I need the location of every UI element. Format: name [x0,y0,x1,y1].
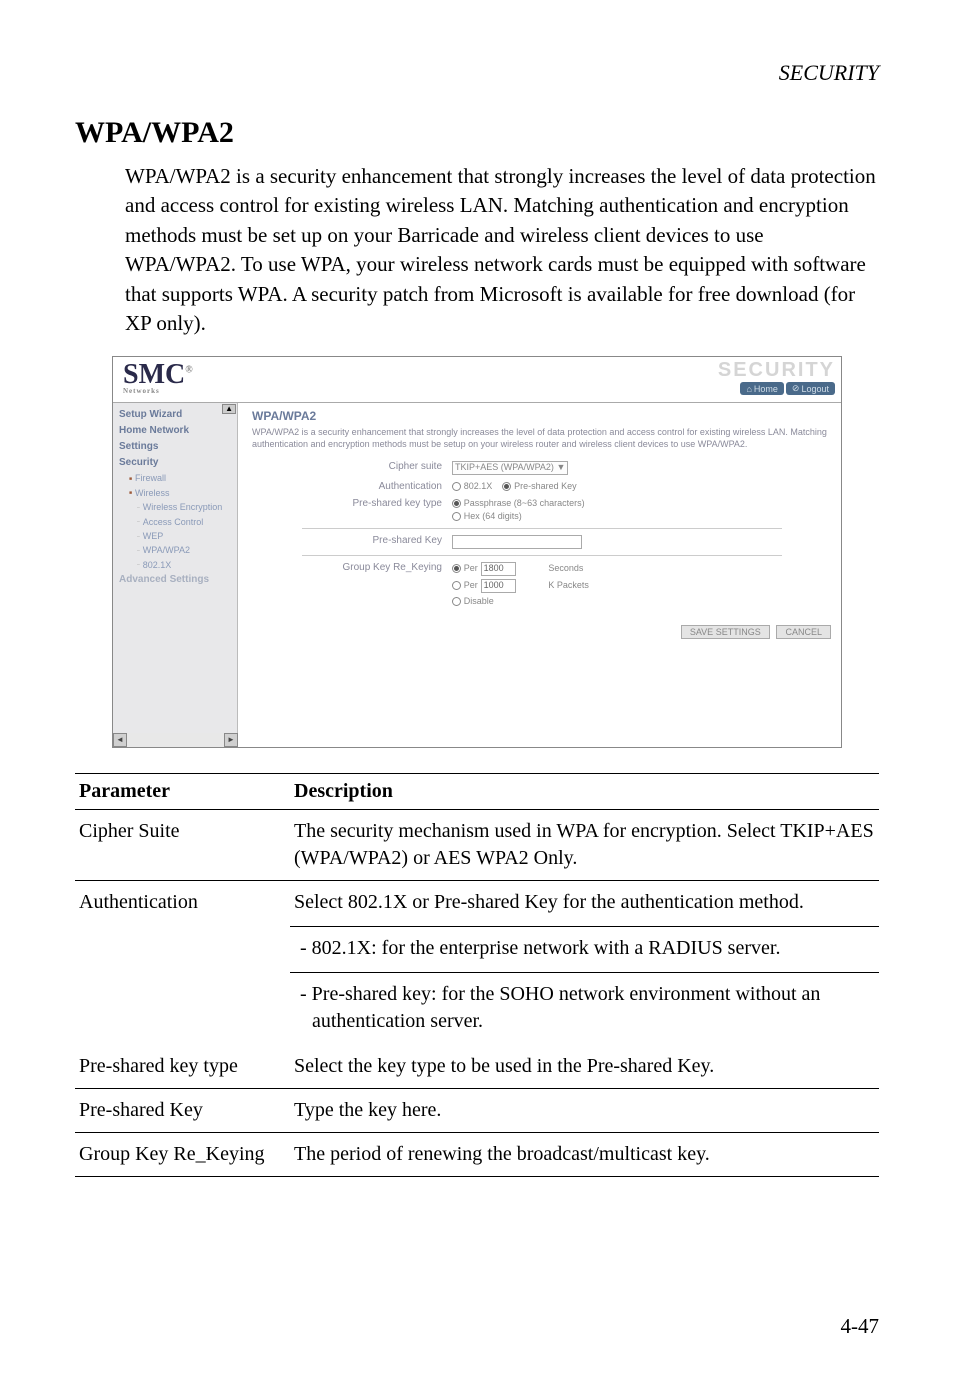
col-header-parameter: Parameter [75,774,290,810]
nav-wireless[interactable]: ■Wireless [119,486,231,500]
security-header: SECURITY [718,359,835,382]
cipher-suite-select[interactable]: TKIP+AES (WPA/WPA2) ▼ [452,461,568,475]
logout-icon: ⊘ [792,383,800,394]
rekey-seconds-radio[interactable] [452,564,461,573]
param-cell: Pre-shared Key [75,1089,290,1133]
nav-firewall[interactable]: ■Firewall [119,471,231,485]
scroll-track[interactable] [127,733,224,747]
table-row: Authentication Select 802.1X or Pre-shar… [75,881,879,1046]
cancel-button[interactable]: CANCEL [776,625,831,639]
page-header: SECURITY [75,60,879,86]
param-cell: Group Key Re_Keying [75,1133,290,1177]
desc-cell: Select the key type to be used in the Pr… [290,1045,879,1089]
horizontal-scrollbar[interactable]: ◄ ► [113,733,238,747]
scroll-up-button[interactable]: ▲ [222,404,236,414]
logout-button[interactable]: ⊘Logout [786,382,835,395]
page-title: WPA/WPA2 [75,116,879,150]
psk-type-hex-radio[interactable] [452,512,461,521]
router-header: SMC® Networks SECURITY ⌂Home ⊘Logout [113,357,841,403]
logo-text: SMC [123,359,185,390]
auth-psk-radio[interactable] [502,482,511,491]
psk-label: Pre-shared Key [302,535,452,549]
nav-setup-wizard[interactable]: Setup Wizard [119,407,231,423]
scroll-left-button[interactable]: ◄ [113,733,127,747]
nav-security[interactable]: Security [119,455,231,471]
home-icon: ⌂ [746,384,751,394]
panel-title: WPA/WPA2 [252,409,831,423]
nav-8021x[interactable]: –802.1X [119,558,231,572]
param-cell: Cipher Suite [75,810,290,881]
auth-label: Authentication [302,481,452,492]
table-row: Cipher Suite The security mechanism used… [75,810,879,881]
nav-wep[interactable]: –WEP [119,529,231,543]
scroll-right-button[interactable]: ► [224,733,238,747]
rekey-label: Group Key Re_Keying [302,562,452,607]
router-screenshot: SMC® Networks SECURITY ⌂Home ⊘Logout ▲ S… [112,356,842,748]
nav-access-control[interactable]: –Access Control [119,515,231,529]
router-sidebar: ▲ Setup Wizard Home Network Settings Sec… [113,403,238,733]
desc-cell: Select 802.1X or Pre-shared Key for the … [290,881,879,1046]
auth-8021x-radio[interactable] [452,482,461,491]
smc-logo: SMC® Networks [113,357,203,397]
desc-cell: Type the key here. [290,1089,879,1133]
rekey-packets-radio[interactable] [452,581,461,590]
nav-wireless-encryption[interactable]: –Wireless Encryption [119,500,231,514]
save-settings-button[interactable]: SAVE SETTINGS [681,625,770,639]
divider [302,528,782,529]
nav-settings[interactable]: Settings [119,439,231,455]
psk-type-pass-radio[interactable] [452,499,461,508]
nav-advanced[interactable]: Advanced Settings [119,572,231,588]
cipher-suite-label: Cipher suite [302,461,452,475]
desc-cell: The period of renewing the broadcast/mul… [290,1133,879,1177]
param-cell: Authentication [75,881,290,1046]
divider [302,555,782,556]
nav-wpa[interactable]: –WPA/WPA2 [119,543,231,557]
nav-home-network[interactable]: Home Network [119,423,231,439]
psk-type-label: Pre-shared key type [302,498,452,522]
parameter-table: Parameter Description Cipher Suite The s… [75,773,879,1177]
table-row: Pre-shared Key Type the key here. [75,1089,879,1133]
rekey-packets-input[interactable]: 1000 [481,579,516,593]
psk-input[interactable] [452,535,582,549]
rekey-seconds-input[interactable]: 1800 [481,562,516,576]
desc-cell: The security mechanism used in WPA for e… [290,810,879,881]
page-number: 4-47 [841,1314,880,1339]
intro-paragraph: WPA/WPA2 is a security enhancement that … [125,162,879,338]
home-button[interactable]: ⌂Home [740,382,783,395]
rekey-disable-radio[interactable] [452,597,461,606]
panel-description: WPA/WPA2 is a security enhancement that … [252,427,831,450]
param-cell: Pre-shared key type [75,1045,290,1089]
table-row: Group Key Re_Keying The period of renewi… [75,1133,879,1177]
col-header-description: Description [290,774,879,810]
router-main-panel: WPA/WPA2 WPA/WPA2 is a security enhancem… [238,403,841,733]
table-row: Pre-shared key type Select the key type … [75,1045,879,1089]
